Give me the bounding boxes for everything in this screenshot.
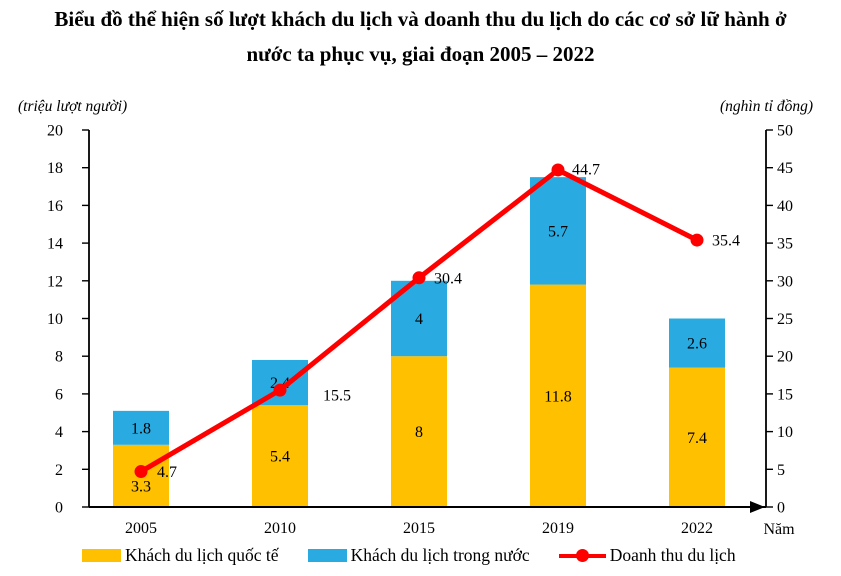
domestic-tourists-swatch-icon: [307, 549, 347, 562]
bar-segment-international-2019: [530, 284, 586, 507]
bar-value-label: 7.4: [687, 430, 707, 447]
revenue-line-swatch-icon: [558, 549, 606, 562]
x-axis-arrow-icon: [750, 501, 765, 513]
legend-item-revenue: Doanh thu du lịch: [558, 545, 736, 566]
bar-segment-international-2015: [391, 356, 447, 507]
international-tourists-swatch-icon: [82, 549, 121, 562]
left-axis-tick-label: 14: [47, 236, 63, 253]
revenue-dot-icon: [575, 549, 589, 562]
bar-value-label: 5.4: [270, 449, 290, 466]
legend-item-domestic: Khách du lịch trong nước: [307, 545, 530, 566]
bar-value-label: 1.8: [131, 420, 151, 437]
left-axis-tick-label: 2: [55, 462, 63, 479]
bar-segment-domestic-2005: [113, 410, 169, 445]
x-axis-category-label: 2005: [125, 520, 157, 537]
left-axis-tick-label: 12: [47, 273, 63, 290]
right-axis-tick-label: 0: [777, 500, 785, 517]
right-axis-tick-label: 35: [777, 236, 793, 253]
bar-value-label: 2.6: [687, 336, 707, 353]
chart-title-line1: Biểu đồ thể hiện số lượt khách du lịch v…: [54, 7, 787, 31]
x-axis-category-label: 2015: [403, 520, 435, 537]
legend-label-revenue: Doanh thu du lịch: [609, 545, 736, 565]
left-axis-tick-label: 20: [47, 123, 63, 140]
right-axis-tick-label: 20: [777, 349, 793, 366]
revenue-point-label: 35.4: [712, 233, 740, 250]
left-axis-tick-label: 4: [55, 424, 63, 441]
right-axis-tick-label: 45: [777, 160, 793, 177]
bar-value-label: 5.7: [548, 223, 568, 240]
bar-value-label: 3.3: [131, 478, 151, 495]
bar-segment-domestic-2022: [669, 318, 725, 368]
revenue-point-label: 30.4: [434, 270, 462, 287]
right-axis-unit-label: (nghìn tỉ đồng): [720, 98, 813, 115]
revenue-point-marker: [273, 383, 287, 397]
legend-item-international: Khách du lịch quốc tế: [82, 545, 279, 566]
x-axis-category-label: 2022: [681, 520, 713, 537]
bar-segment-international-2022: [669, 367, 725, 507]
right-axis-tick-label: 5: [777, 462, 785, 479]
revenue-point-marker: [134, 465, 148, 479]
right-axis-tick-label: 15: [777, 386, 793, 403]
revenue-point-label: 44.7: [572, 161, 600, 178]
revenue-point-marker: [690, 233, 704, 247]
x-axis-category-label: 2019: [542, 520, 574, 537]
left-axis-tick-label: 18: [47, 160, 63, 177]
legend-label-domestic: Khách du lịch trong nước: [350, 545, 530, 565]
left-axis-tick-label: 8: [55, 349, 63, 366]
bar-value-label: 11.8: [544, 388, 571, 405]
left-axis-tick-label: 10: [47, 311, 63, 328]
revenue-point-marker: [412, 271, 426, 285]
bar-value-label: 8: [415, 424, 423, 441]
legend: Khách du lịch quốc tế Khách du lịch tron…: [82, 545, 782, 566]
right-axis-tick-label: 40: [777, 198, 793, 215]
left-axis-tick-label: 16: [47, 198, 63, 215]
right-axis-tick-label: 50: [777, 123, 793, 140]
legend-label-international: Khách du lịch quốc tế: [125, 545, 279, 565]
left-axis-tick-label: 6: [55, 386, 63, 403]
bar-value-label: 4: [415, 311, 423, 328]
right-axis-tick-label: 10: [777, 424, 793, 441]
bar-segment-domestic-2019: [530, 177, 586, 285]
revenue-point-label: 4.7: [157, 464, 177, 481]
right-axis-tick-label: 30: [777, 273, 793, 290]
revenue-point-label: 15.5: [323, 388, 351, 405]
bar-segment-international-2010: [252, 405, 308, 507]
left-axis-unit-label: (triệu lượt người): [18, 98, 128, 115]
revenue-point-marker: [551, 163, 565, 177]
right-axis-tick-label: 25: [777, 311, 793, 328]
chart-title: Biểu đồ thể hiện số lượt khách du lịch v…: [0, 2, 841, 72]
x-axis-category-label: 2010: [264, 520, 296, 537]
left-axis-tick-label: 0: [55, 500, 63, 517]
x-axis-title: Năm: [763, 521, 795, 538]
bar-segment-domestic-2010: [252, 359, 308, 406]
chart-title-line2: nước ta phục vụ, giai đoạn 2005 – 2022: [246, 42, 595, 66]
